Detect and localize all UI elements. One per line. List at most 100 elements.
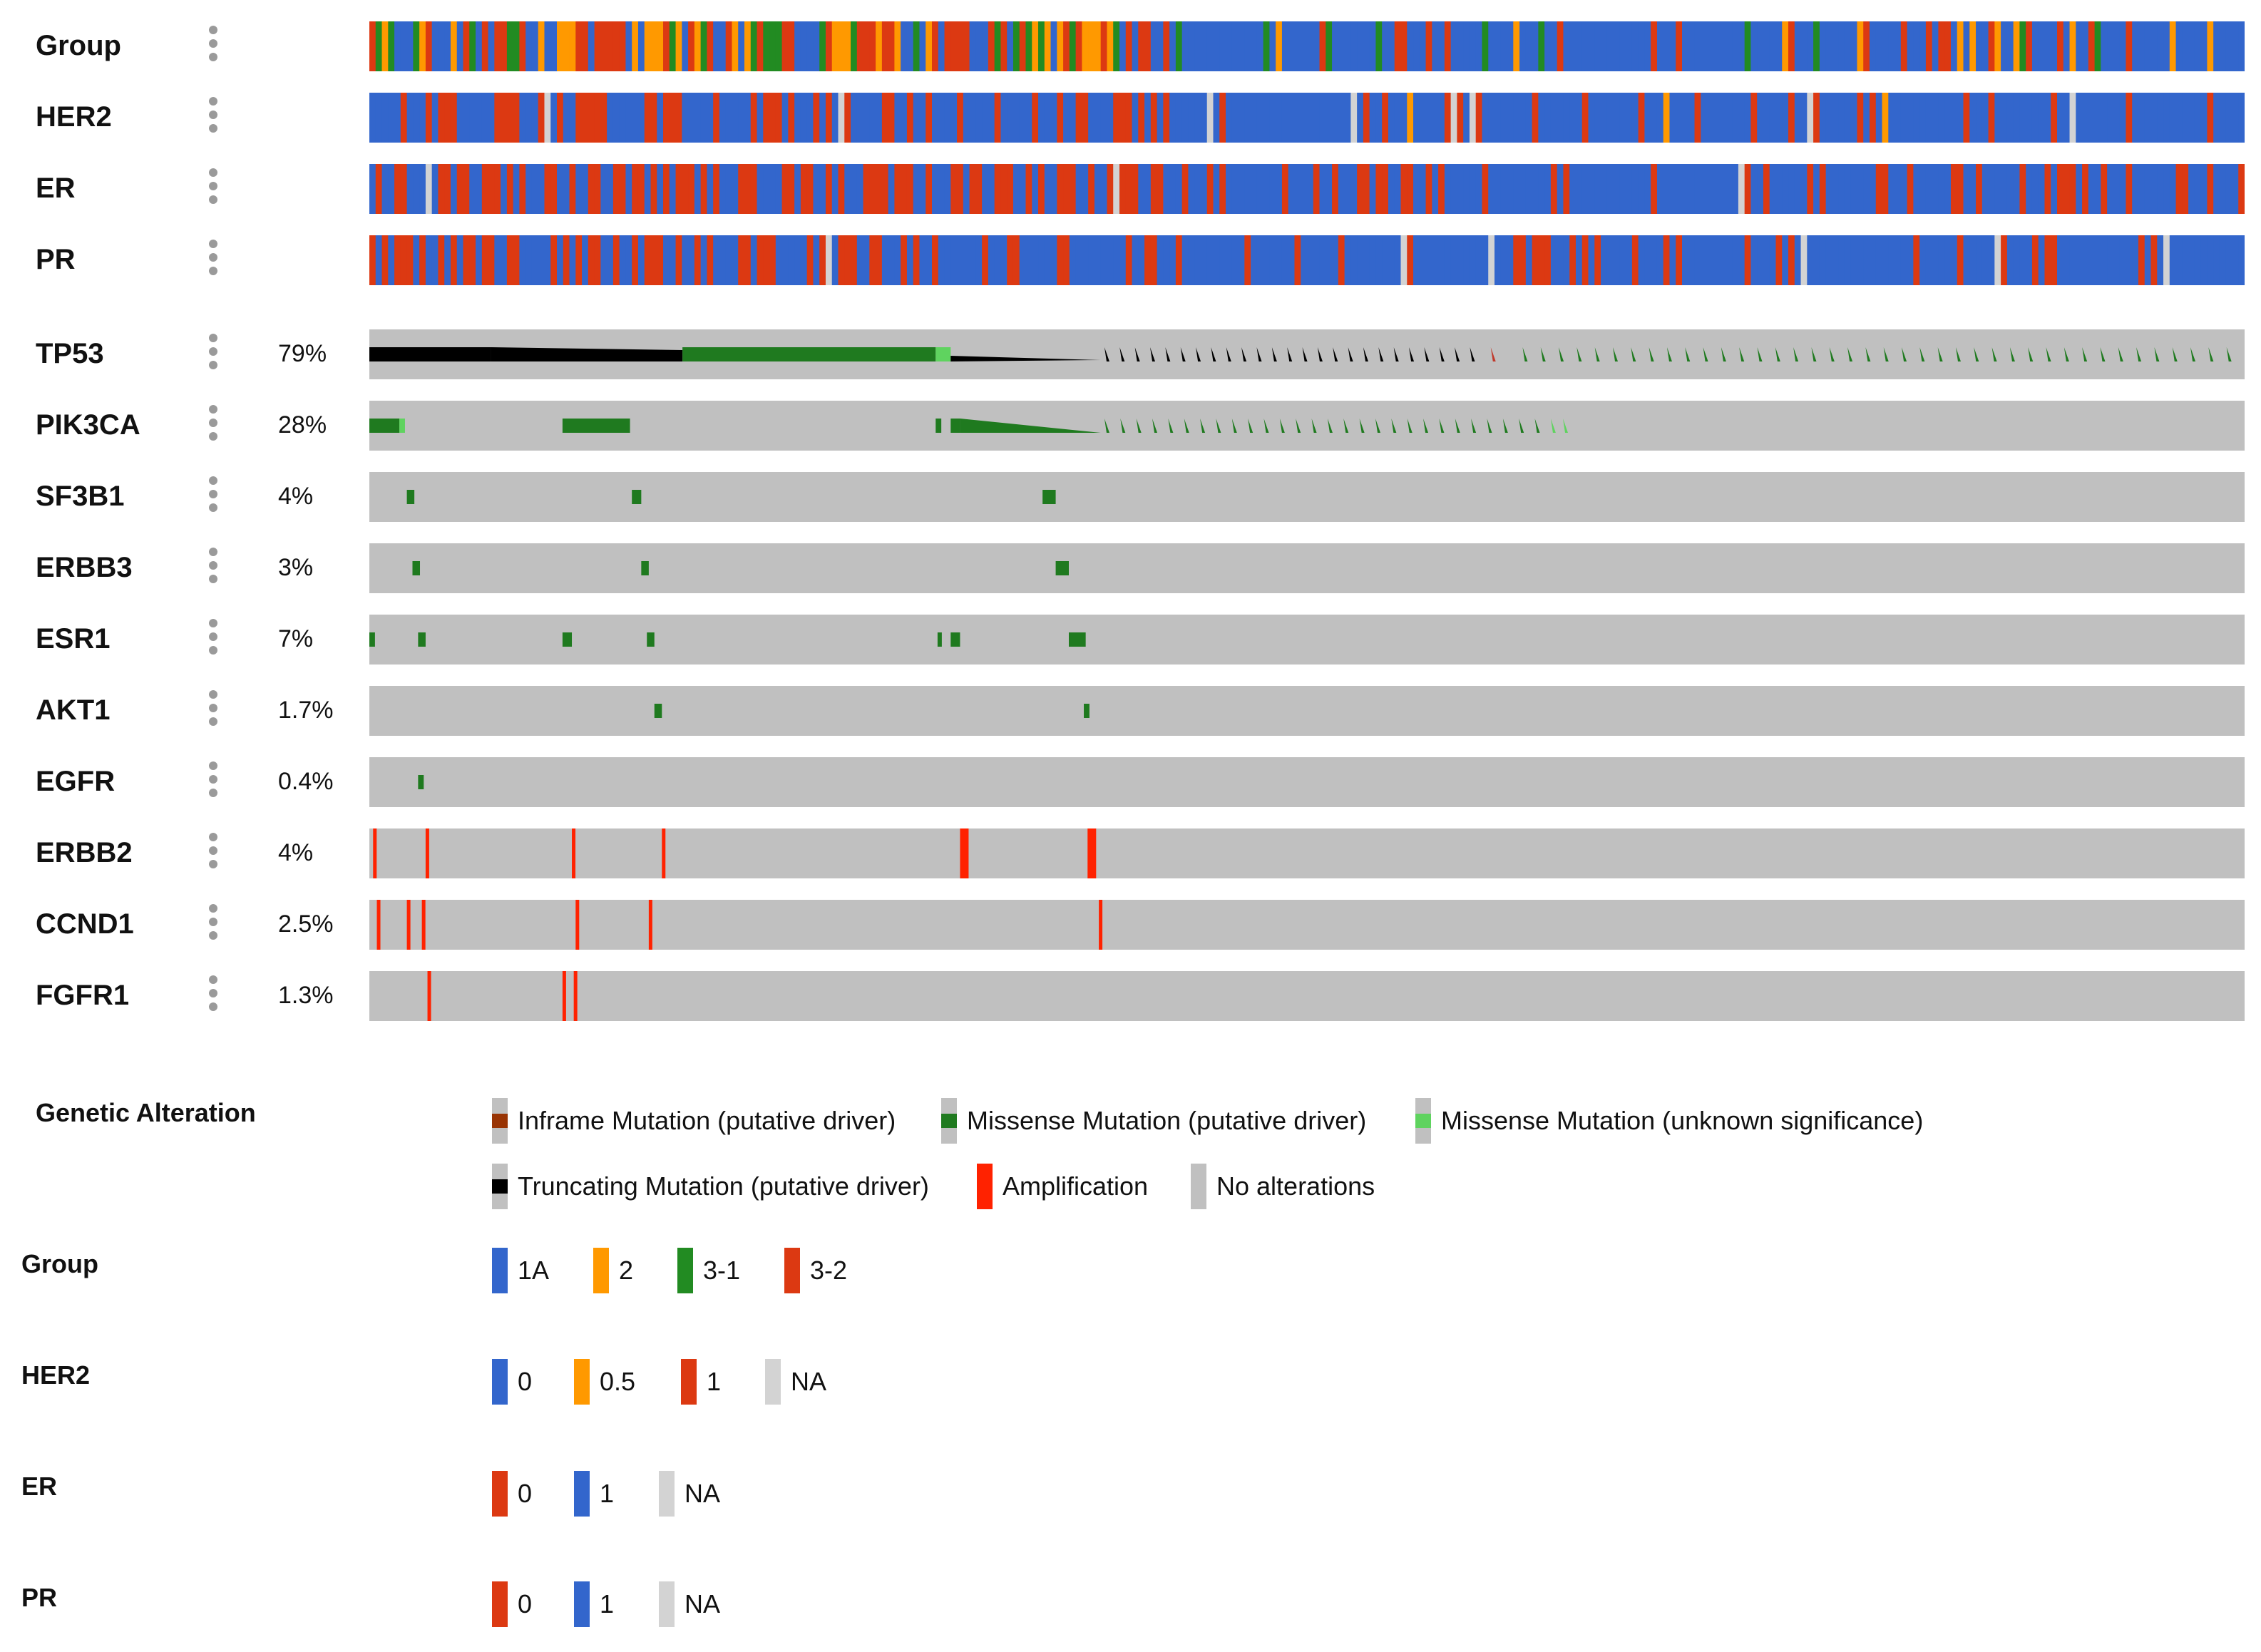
legend-label: 3-1	[703, 1256, 741, 1285]
clinical-cell	[1251, 235, 1258, 285]
clinical-cell	[425, 235, 433, 285]
legend-title-er: ER	[21, 1472, 58, 1501]
clinical-cell	[844, 93, 851, 143]
track-menu-icon[interactable]	[209, 761, 219, 804]
clinical-cell	[2101, 235, 2108, 285]
clinical-cell	[957, 21, 964, 71]
clinical-cell	[388, 21, 395, 71]
clinical-cell	[800, 21, 808, 71]
clinical-cell	[2207, 164, 2214, 214]
clinical-cell	[1656, 235, 1664, 285]
clinical-cell	[2019, 164, 2026, 214]
clinical-cell	[1238, 21, 1245, 71]
mutation-mark	[1739, 347, 1745, 361]
mutation-mark	[1576, 347, 1582, 361]
mutation-mark	[1327, 419, 1333, 433]
track-menu-icon[interactable]	[209, 97, 219, 140]
track-menu-icon[interactable]	[209, 26, 219, 68]
track-menu-icon[interactable]	[209, 548, 219, 590]
clinical-cell	[1938, 235, 1945, 285]
track-menu-icon[interactable]	[209, 405, 219, 448]
legend-swatch	[492, 1098, 508, 1144]
track-menu-icon[interactable]	[209, 690, 219, 733]
track-menu-icon[interactable]	[209, 476, 219, 519]
mutation-mark	[1424, 347, 1430, 361]
mutation-mark	[1216, 419, 1221, 433]
clinical-cell	[381, 164, 389, 214]
clinical-cell	[1507, 93, 1514, 143]
clinical-cell	[1419, 21, 1427, 71]
clinical-cell	[775, 93, 783, 143]
alteration-percent: 2.5%	[278, 910, 334, 938]
track-menu-icon[interactable]	[209, 904, 219, 947]
gene-label-egfr: EGFR	[36, 766, 116, 797]
clinical-cell	[2006, 164, 2014, 214]
clinical-cell	[944, 93, 951, 143]
mutation-mark	[1502, 419, 1508, 433]
clinical-cell	[1925, 93, 1933, 143]
track-menu-icon[interactable]	[209, 975, 219, 1018]
clinical-cell	[625, 21, 632, 71]
mutation-mark	[1562, 419, 1568, 433]
clinical-cell	[1800, 21, 1808, 71]
mutation-mark	[1311, 419, 1317, 433]
clinical-cell	[1450, 21, 1457, 71]
amplification-mark	[573, 971, 578, 1021]
track-menu-icon[interactable]	[209, 240, 219, 282]
clinical-cell	[2207, 93, 2214, 143]
clinical-cell	[394, 21, 401, 71]
clinical-cell	[1788, 235, 1795, 285]
track-menu-icon[interactable]	[209, 833, 219, 876]
track-menu-icon[interactable]	[209, 334, 219, 376]
track-menu-icon[interactable]	[209, 168, 219, 211]
clinical-cell	[476, 164, 483, 214]
clinical-cell	[1432, 93, 1439, 143]
track-menu-icon[interactable]	[209, 619, 219, 662]
clinical-cell	[1513, 93, 1520, 143]
clinical-cell	[1994, 235, 2001, 285]
clinical-cell	[1525, 21, 1533, 71]
clinical-cell	[1963, 21, 1970, 71]
clinical-cell	[1994, 93, 2001, 143]
clinical-cell	[950, 164, 958, 214]
clinical-cell	[2150, 21, 2158, 71]
clinical-cell	[531, 93, 539, 143]
mutation-mark	[950, 632, 960, 647]
clinical-cell	[1732, 21, 1739, 71]
mutation-mark	[2154, 347, 2160, 361]
clinical-cell	[707, 164, 714, 214]
clinical-cell	[1744, 235, 1752, 285]
mutation-mark	[1271, 347, 1277, 361]
clinical-cell	[1301, 164, 1308, 214]
clinical-cell	[1213, 235, 1220, 285]
mutation-mark	[1120, 419, 1126, 433]
clinical-cell	[806, 93, 814, 143]
clinical-cell	[2144, 164, 2152, 214]
clinical-cell	[1125, 21, 1133, 71]
clinical-cell	[1188, 21, 1195, 71]
clinical-cell	[1882, 93, 1889, 143]
clinical-cell	[637, 235, 645, 285]
clinical-cell	[1870, 235, 1877, 285]
clinical-cell	[538, 164, 545, 214]
clinical-cell	[1588, 21, 1595, 71]
clinical-cell	[794, 235, 801, 285]
alteration-percent: 3%	[278, 554, 314, 581]
clinical-cell	[2169, 21, 2177, 71]
legend-item: 1	[574, 1471, 614, 1517]
clinical-cell	[825, 164, 833, 214]
clinical-cell	[1388, 93, 1395, 143]
clinical-cell	[1288, 235, 1296, 285]
mutation-mark	[2028, 347, 2034, 361]
clinical-cell	[1444, 21, 1452, 71]
gene-track-sf3b1	[369, 472, 2245, 522]
clinical-cell	[1676, 164, 1683, 214]
clinical-cell	[2150, 93, 2158, 143]
clinical-cell	[1594, 235, 1601, 285]
alteration-percent: 79%	[278, 340, 327, 367]
legend-item: Missense Mutation (unknown significance)	[1415, 1098, 1923, 1144]
legend-swatch	[765, 1359, 781, 1405]
clinical-cell	[982, 21, 989, 71]
clinical-cell	[369, 235, 376, 285]
clinical-cell	[1450, 93, 1457, 143]
